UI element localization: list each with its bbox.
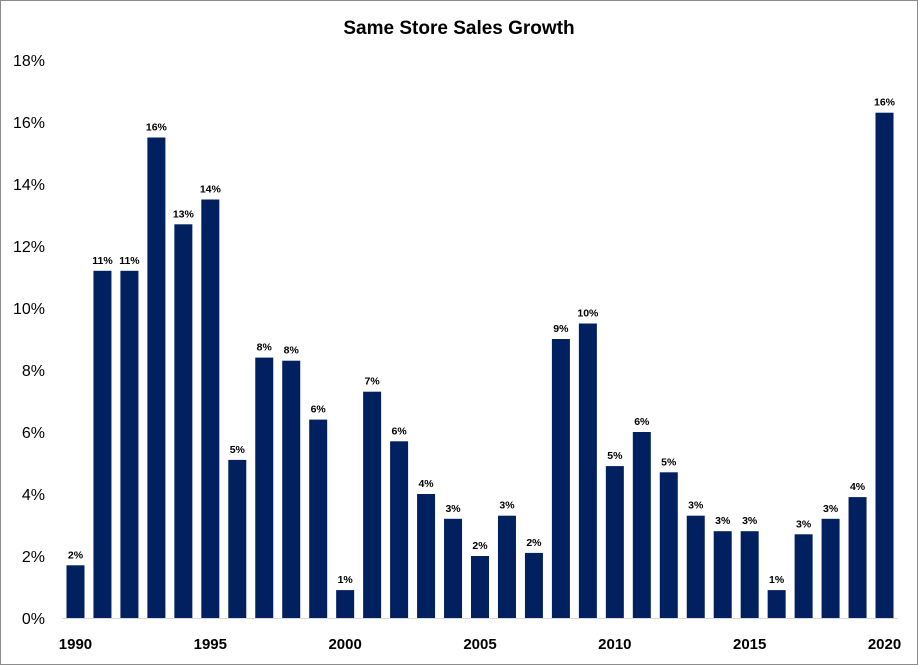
data-label-2017: 3% xyxy=(796,518,812,530)
data-label-2004: 3% xyxy=(445,503,461,515)
data-label-1991: 11% xyxy=(92,255,113,267)
data-label-1994: 13% xyxy=(173,208,195,220)
x-tick-label: 1990 xyxy=(59,636,92,653)
data-label-1990: 2% xyxy=(68,549,84,561)
bar-2016 xyxy=(767,590,786,618)
x-tick-label: 2015 xyxy=(733,636,766,653)
bar-1990 xyxy=(66,565,85,618)
bar-2013 xyxy=(686,515,705,618)
data-label-2008: 9% xyxy=(553,323,569,335)
bar-2017 xyxy=(794,534,813,618)
y-tick-label: 10% xyxy=(13,301,45,318)
data-label-2009: 10% xyxy=(577,308,599,320)
bar-2005 xyxy=(471,556,489,618)
data-label-2006: 3% xyxy=(499,500,515,512)
x-tick-label: 2000 xyxy=(328,636,361,653)
bar-2010 xyxy=(605,466,624,618)
bar-1995 xyxy=(201,199,220,618)
y-axis-tick-labels: 0% 2% 4% 6% 8% 10% 12% 14% 16% 18% xyxy=(13,53,45,628)
bar-1992 xyxy=(120,270,139,618)
bar-2003 xyxy=(417,494,436,618)
data-label-2011: 6% xyxy=(634,416,650,428)
data-label-2003: 4% xyxy=(418,478,434,490)
bar-2020 xyxy=(875,112,894,618)
y-tick-label: 16% xyxy=(13,115,45,132)
x-tick-label: 1995 xyxy=(194,636,227,653)
bar-2009 xyxy=(578,323,597,618)
x-axis-tick-labels: 1990 1995 2000 2005 2010 2015 2020 xyxy=(59,636,901,653)
data-label-2005: 2% xyxy=(472,540,488,552)
data-label-2002: 6% xyxy=(392,425,408,437)
data-label-2016: 1% xyxy=(769,574,785,586)
bar-2001 xyxy=(363,391,382,618)
bar-2014 xyxy=(713,531,732,618)
y-tick-label: 12% xyxy=(13,239,45,256)
bar-2019 xyxy=(848,497,867,618)
bar-1991 xyxy=(93,270,112,618)
y-tick-label: 4% xyxy=(22,487,45,504)
bar-1998 xyxy=(282,360,301,618)
bar-2008 xyxy=(551,339,570,618)
data-label-2018: 3% xyxy=(823,503,839,515)
data-label-2007: 2% xyxy=(526,537,542,549)
data-label-2001: 7% xyxy=(365,376,381,388)
bar-2000 xyxy=(336,590,355,618)
bar-2011 xyxy=(632,432,651,618)
data-label-2000: 1% xyxy=(338,574,354,586)
bars xyxy=(66,112,894,619)
x-tick-label: 2020 xyxy=(868,636,901,653)
bar-2018 xyxy=(821,518,840,618)
data-label-2014: 3% xyxy=(715,515,731,527)
data-label-2015: 3% xyxy=(742,515,758,527)
bar-1999 xyxy=(309,419,328,618)
bar-2004 xyxy=(444,518,463,618)
bar-2012 xyxy=(659,472,678,618)
data-label-1996: 5% xyxy=(230,444,246,456)
data-label-2012: 5% xyxy=(661,456,677,468)
data-label-2010: 5% xyxy=(607,450,623,462)
data-label-1993: 16% xyxy=(146,122,168,134)
y-tick-label: 14% xyxy=(13,177,45,194)
bar-1993 xyxy=(147,137,166,618)
x-tick-label: 2010 xyxy=(598,636,631,653)
data-label-1997: 8% xyxy=(257,342,273,354)
data-label-1998: 8% xyxy=(284,345,300,357)
data-label-1999: 6% xyxy=(311,404,327,416)
y-tick-label: 6% xyxy=(22,425,45,442)
bar-1994 xyxy=(174,224,193,619)
y-tick-label: 18% xyxy=(13,53,45,70)
data-label-1992: 11% xyxy=(119,255,140,267)
data-labels: 2% 11% 11% 16% 13% 14% 5% 8% 8% 6% 1% 7% 6% 4% 3% 2% 3% 2… xyxy=(68,97,896,586)
data-label-2020: 16% xyxy=(874,97,896,109)
y-tick-label: 8% xyxy=(22,363,45,380)
chart-title: Same Store Sales Growth xyxy=(343,18,574,39)
data-label-2013: 3% xyxy=(688,500,704,512)
y-tick-label: 2% xyxy=(22,549,45,566)
bar-2002 xyxy=(390,441,409,618)
y-tick-label: 0% xyxy=(22,611,45,628)
bar-2007 xyxy=(524,552,543,618)
bar-2006 xyxy=(497,515,516,618)
bar-1996 xyxy=(228,459,247,618)
bar-1997 xyxy=(255,357,274,618)
data-label-2019: 4% xyxy=(850,481,866,493)
data-label-1995: 14% xyxy=(200,184,222,196)
bar-2015 xyxy=(740,531,759,618)
x-tick-label: 2005 xyxy=(463,636,496,653)
